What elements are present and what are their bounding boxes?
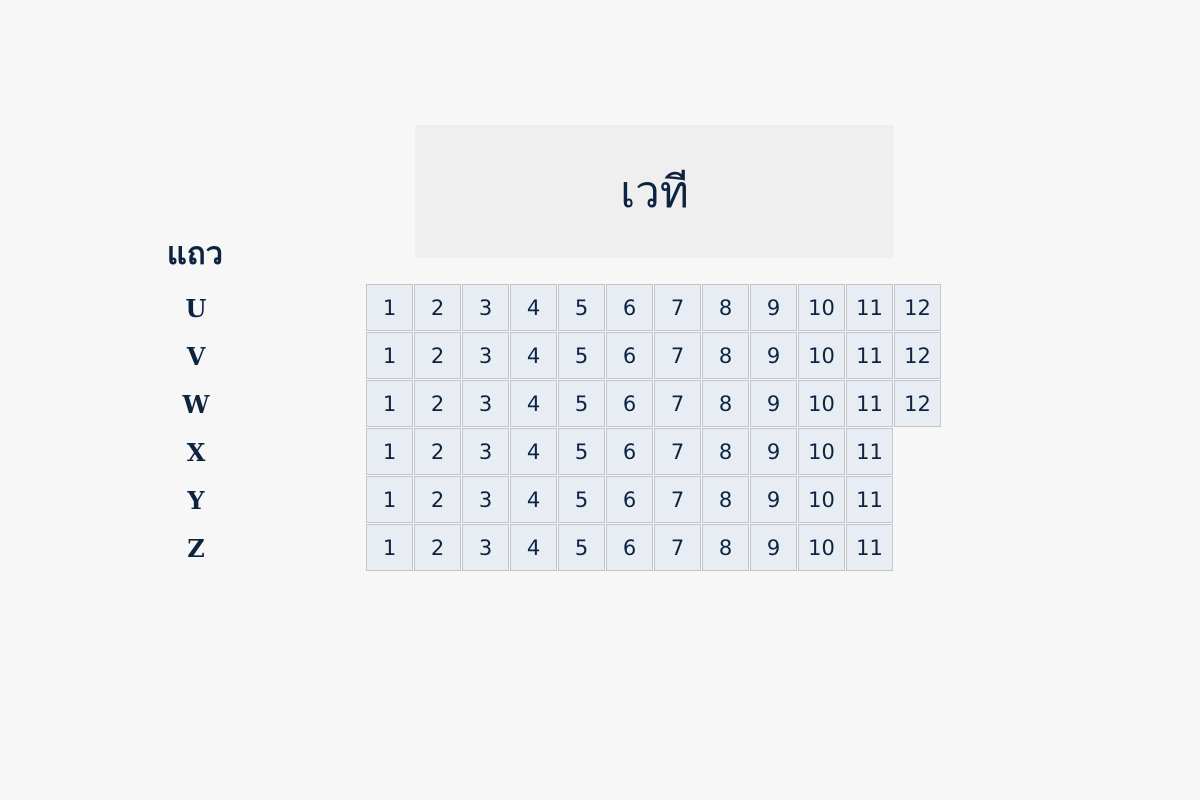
- row-label: Z: [187, 534, 205, 563]
- seat-X-10[interactable]: 10: [798, 428, 845, 475]
- seat-U-8[interactable]: 8: [702, 284, 749, 331]
- seat-X-5[interactable]: 5: [558, 428, 605, 475]
- seat-W-1[interactable]: 1: [366, 380, 413, 427]
- seat-U-12[interactable]: 12: [894, 284, 941, 331]
- seat-Y-6[interactable]: 6: [606, 476, 653, 523]
- seat-W-8[interactable]: 8: [702, 380, 749, 427]
- seat-U-4[interactable]: 4: [510, 284, 557, 331]
- seat-V-3[interactable]: 3: [462, 332, 509, 379]
- seat-Z-1[interactable]: 1: [366, 524, 413, 571]
- seat-U-6[interactable]: 6: [606, 284, 653, 331]
- seat-X-6[interactable]: 6: [606, 428, 653, 475]
- seat-W-3[interactable]: 3: [462, 380, 509, 427]
- seat-Y-2[interactable]: 2: [414, 476, 461, 523]
- seat-Y-8[interactable]: 8: [702, 476, 749, 523]
- seat-X-2[interactable]: 2: [414, 428, 461, 475]
- seat-Y-4[interactable]: 4: [510, 476, 557, 523]
- stage: เวที: [415, 125, 894, 258]
- seat-W-4[interactable]: 4: [510, 380, 557, 427]
- seat-U-3[interactable]: 3: [462, 284, 509, 331]
- seat-V-5[interactable]: 5: [558, 332, 605, 379]
- seat-U-1[interactable]: 1: [366, 284, 413, 331]
- seat-Z-6[interactable]: 6: [606, 524, 653, 571]
- rows-title: แถว: [166, 236, 224, 272]
- seat-Z-10[interactable]: 10: [798, 524, 845, 571]
- seat-W-5[interactable]: 5: [558, 380, 605, 427]
- seat-U-9[interactable]: 9: [750, 284, 797, 331]
- seat-X-11[interactable]: 11: [846, 428, 893, 475]
- row-label: V: [186, 342, 206, 371]
- row-label: Y: [187, 486, 205, 515]
- seat-Z-4[interactable]: 4: [510, 524, 557, 571]
- seat-X-8[interactable]: 8: [702, 428, 749, 475]
- stage-label: เวที: [620, 166, 689, 218]
- seat-U-7[interactable]: 7: [654, 284, 701, 331]
- seat-W-10[interactable]: 10: [798, 380, 845, 427]
- seat-X-4[interactable]: 4: [510, 428, 557, 475]
- seat-W-11[interactable]: 11: [846, 380, 893, 427]
- seat-V-9[interactable]: 9: [750, 332, 797, 379]
- seat-Y-9[interactable]: 9: [750, 476, 797, 523]
- seat-W-12[interactable]: 12: [894, 380, 941, 427]
- seat-V-12[interactable]: 12: [894, 332, 941, 379]
- seat-U-11[interactable]: 11: [846, 284, 893, 331]
- row-label: U: [185, 294, 207, 323]
- row-label: X: [186, 438, 206, 467]
- seat-V-2[interactable]: 2: [414, 332, 461, 379]
- seat-Z-7[interactable]: 7: [654, 524, 701, 571]
- seat-Z-3[interactable]: 3: [462, 524, 509, 571]
- seat-Z-9[interactable]: 9: [750, 524, 797, 571]
- seat-X-9[interactable]: 9: [750, 428, 797, 475]
- seat-Y-7[interactable]: 7: [654, 476, 701, 523]
- seat-W-7[interactable]: 7: [654, 380, 701, 427]
- seat-U-10[interactable]: 10: [798, 284, 845, 331]
- seat-W-2[interactable]: 2: [414, 380, 461, 427]
- seat-Z-2[interactable]: 2: [414, 524, 461, 571]
- seat-Y-10[interactable]: 10: [798, 476, 845, 523]
- row-label: W: [182, 390, 210, 419]
- seat-V-1[interactable]: 1: [366, 332, 413, 379]
- seat-Y-1[interactable]: 1: [366, 476, 413, 523]
- seat-V-10[interactable]: 10: [798, 332, 845, 379]
- seat-W-9[interactable]: 9: [750, 380, 797, 427]
- seat-X-7[interactable]: 7: [654, 428, 701, 475]
- seat-U-5[interactable]: 5: [558, 284, 605, 331]
- seat-V-8[interactable]: 8: [702, 332, 749, 379]
- seat-V-4[interactable]: 4: [510, 332, 557, 379]
- seat-V-6[interactable]: 6: [606, 332, 653, 379]
- seat-W-6[interactable]: 6: [606, 380, 653, 427]
- seat-V-11[interactable]: 11: [846, 332, 893, 379]
- seat-Z-11[interactable]: 11: [846, 524, 893, 571]
- seat-X-3[interactable]: 3: [462, 428, 509, 475]
- seat-Y-5[interactable]: 5: [558, 476, 605, 523]
- seat-U-2[interactable]: 2: [414, 284, 461, 331]
- seat-Z-5[interactable]: 5: [558, 524, 605, 571]
- seat-V-7[interactable]: 7: [654, 332, 701, 379]
- seat-X-1[interactable]: 1: [366, 428, 413, 475]
- seat-Y-3[interactable]: 3: [462, 476, 509, 523]
- seat-Y-11[interactable]: 11: [846, 476, 893, 523]
- seat-Z-8[interactable]: 8: [702, 524, 749, 571]
